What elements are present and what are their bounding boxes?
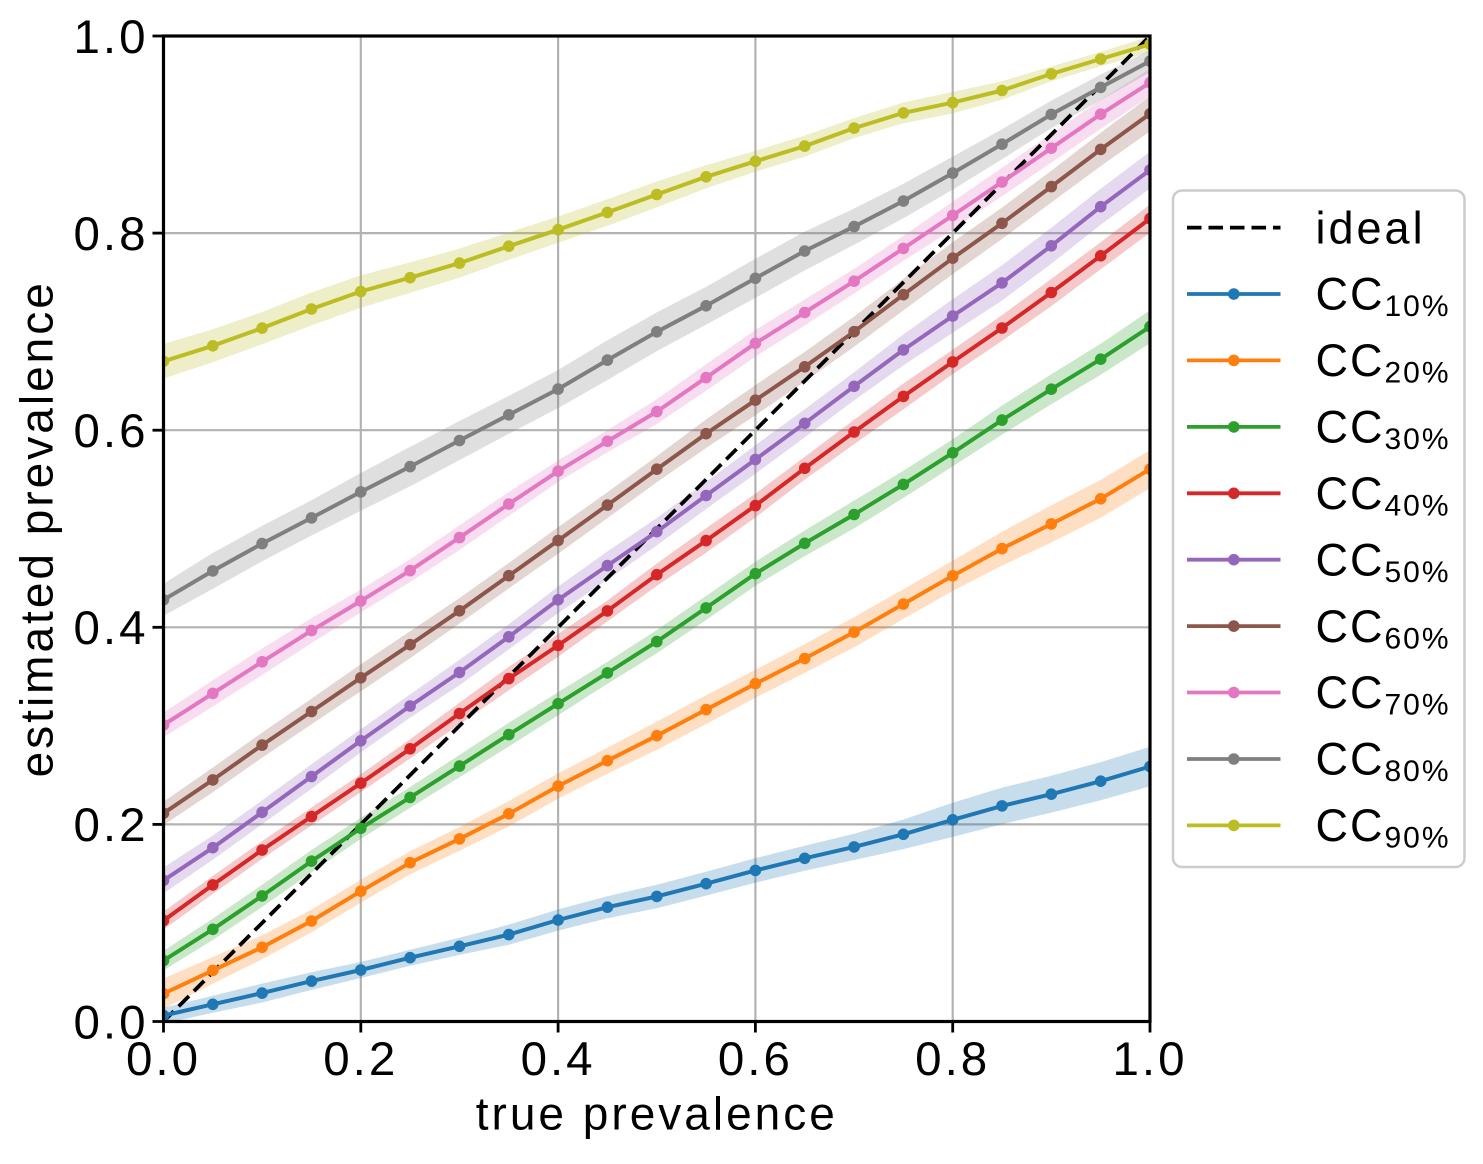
svg-text:0.8: 0.8 <box>73 208 148 261</box>
svg-text:0.4: 0.4 <box>521 1033 596 1086</box>
svg-text:0.2: 0.2 <box>323 1033 398 1086</box>
svg-text:1.0: 1.0 <box>73 11 148 64</box>
svg-text:CC70%: CC70% <box>1316 667 1451 722</box>
svg-text:true prevalence: true prevalence <box>476 1088 838 1140</box>
svg-text:0.0: 0.0 <box>73 996 148 1049</box>
svg-text:0.6: 0.6 <box>73 405 148 458</box>
svg-text:CC40%: CC40% <box>1316 468 1451 523</box>
svg-text:estimated prevalence: estimated prevalence <box>11 280 63 777</box>
svg-text:ideal: ideal <box>1316 202 1426 253</box>
svg-text:CC60%: CC60% <box>1316 601 1451 656</box>
svg-text:1.0: 1.0 <box>1112 1033 1187 1086</box>
svg-text:CC10%: CC10% <box>1316 269 1451 324</box>
svg-text:0.6: 0.6 <box>718 1033 793 1086</box>
svg-text:0.8: 0.8 <box>915 1033 990 1086</box>
svg-text:CC80%: CC80% <box>1316 734 1451 789</box>
svg-text:CC50%: CC50% <box>1316 534 1451 589</box>
svg-text:CC20%: CC20% <box>1316 335 1451 390</box>
svg-text:CC90%: CC90% <box>1316 800 1451 855</box>
svg-text:CC30%: CC30% <box>1316 402 1451 457</box>
svg-text:0.4: 0.4 <box>73 602 148 655</box>
svg-text:0.2: 0.2 <box>73 799 148 852</box>
svg-text:0.0: 0.0 <box>126 1033 201 1086</box>
